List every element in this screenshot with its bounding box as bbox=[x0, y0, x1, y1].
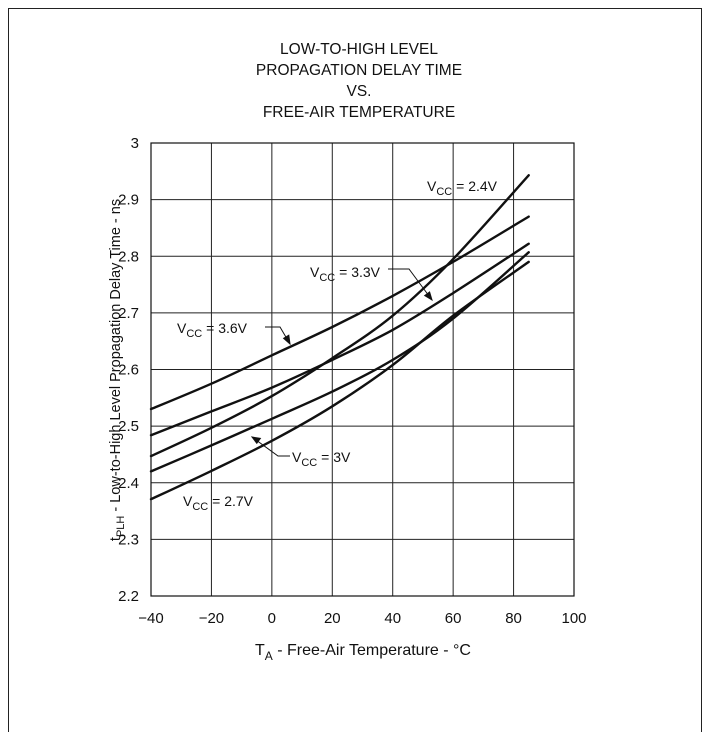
y-tick-label: 3 bbox=[131, 135, 139, 152]
leader-vcc-3v bbox=[251, 436, 290, 457]
annotation-vcc-2-4v: VCC = 2.4V bbox=[427, 178, 498, 198]
arrowhead-vcc-3-3v bbox=[423, 291, 433, 302]
title-line-1: LOW-TO-HIGH LEVEL bbox=[280, 41, 438, 58]
series-line-0 bbox=[149, 215, 530, 411]
y-tick-label: 2.5 bbox=[118, 418, 139, 435]
x-tick-label: 100 bbox=[561, 610, 586, 627]
x-tick-label: 40 bbox=[384, 610, 401, 627]
x-axis-title: TA - Free-Air Temperature - °C bbox=[255, 642, 471, 663]
x-tick-label: 60 bbox=[445, 610, 462, 627]
y-tick-label: 2.4 bbox=[118, 475, 139, 492]
x-tick-label: −40 bbox=[138, 610, 163, 627]
title-line-3: VS. bbox=[347, 83, 372, 100]
series-line-2 bbox=[149, 174, 530, 458]
leader-vcc-3-3v bbox=[388, 268, 433, 301]
x-tick-label: 20 bbox=[324, 610, 341, 627]
arrowhead-vcc-3-6v bbox=[282, 334, 291, 346]
grid bbox=[150, 142, 575, 597]
series-group bbox=[149, 174, 530, 501]
series-line-4 bbox=[149, 260, 530, 501]
plot-area-border bbox=[150, 142, 575, 597]
y-tick-label: 2.3 bbox=[118, 531, 139, 548]
y-tick-label: 2.9 bbox=[118, 192, 139, 209]
chart-title: LOW-TO-HIGH LEVEL PROPAGATION DELAY TIME… bbox=[256, 41, 462, 121]
x-tick-label: 0 bbox=[268, 610, 276, 627]
y-tick-label: 2.2 bbox=[118, 588, 139, 605]
x-tick-label: 80 bbox=[505, 610, 522, 627]
title-line-4: FREE-AIR TEMPERATURE bbox=[263, 104, 455, 121]
y-tick-label: 2.8 bbox=[118, 248, 139, 265]
y-tick-label: 2.6 bbox=[118, 362, 139, 379]
annotation-vcc-3-6v: VCC = 3.6V bbox=[177, 320, 248, 340]
y-axis-title: tPLH - Low-to-High Level Propagation Del… bbox=[108, 199, 127, 541]
series-line-1 bbox=[149, 242, 530, 437]
leader-vcc-3-6v bbox=[265, 326, 291, 345]
series-line-3 bbox=[149, 251, 530, 473]
x-tick-label: −20 bbox=[199, 610, 224, 627]
leader-lines bbox=[250, 268, 433, 457]
annotation-vcc-3v: VCC = 3V bbox=[292, 449, 351, 469]
y-tick-label: 2.7 bbox=[118, 305, 139, 322]
annotation-vcc-2-7v: VCC = 2.7V bbox=[183, 493, 254, 513]
tick-labels: −40 −20 0 20 40 60 80 100 2.2 2.3 2.4 2.5 2.6 2.7 2.8 2… bbox=[118, 135, 586, 627]
figure-border bbox=[8, 8, 702, 732]
annotations: VCC = 2.4V VCC = 3.3V VCC = 3.6V VCC = 3… bbox=[177, 178, 498, 513]
arrowhead-vcc-3v bbox=[250, 436, 262, 445]
title-line-2: PROPAGATION DELAY TIME bbox=[256, 62, 462, 79]
annotation-vcc-3-3v: VCC = 3.3V bbox=[310, 264, 381, 284]
